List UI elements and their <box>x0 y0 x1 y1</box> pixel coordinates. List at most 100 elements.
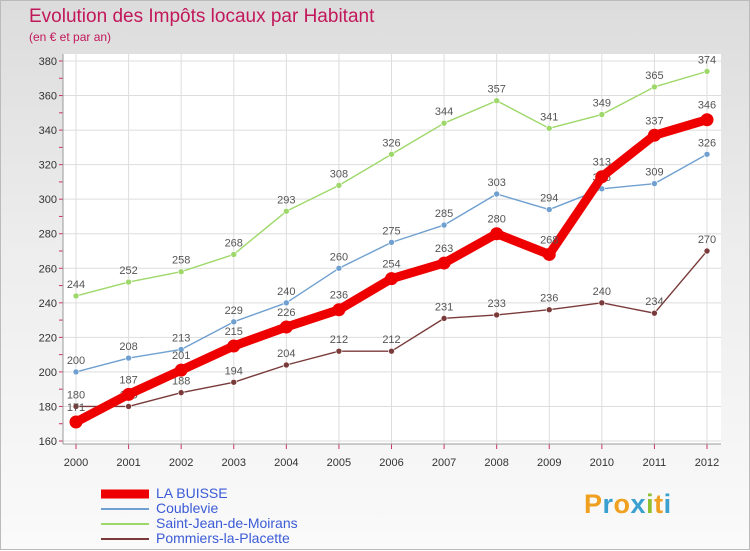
data-point-pommiers-la-placette <box>335 347 343 355</box>
data-label-pommiers-la-placette: 231 <box>435 301 453 313</box>
data-point-coublevie <box>493 190 500 198</box>
data-label-la-buisse: 268 <box>540 234 558 246</box>
data-label-coublevie: 303 <box>487 177 505 189</box>
y-tick-label: 200 <box>39 367 57 379</box>
x-tick-label: 2003 <box>222 457 246 469</box>
legend-swatch <box>101 537 149 540</box>
data-label-saint-jean-de-moirans: 268 <box>225 237 243 249</box>
data-point-saint-jean-de-moirans <box>125 278 132 286</box>
data-label-pommiers-la-placette: 234 <box>645 296 663 308</box>
data-label-la-buisse: 263 <box>435 243 453 255</box>
data-label-coublevie: 285 <box>435 208 453 220</box>
data-label-pommiers-la-placette: 212 <box>330 334 348 346</box>
data-point-saint-jean-de-moirans <box>388 150 395 158</box>
data-point-pommiers-la-placette <box>545 306 553 314</box>
data-label-pommiers-la-placette: 270 <box>698 234 716 246</box>
data-label-pommiers-la-placette: 240 <box>593 286 611 298</box>
data-point-coublevie <box>125 354 132 362</box>
data-point-pommiers-la-placette <box>703 247 711 255</box>
y-tick-label: 300 <box>39 194 57 206</box>
data-point-coublevie <box>703 150 711 158</box>
data-label-la-buisse: 337 <box>645 115 663 127</box>
data-point-saint-jean-de-moirans <box>598 111 606 118</box>
data-label-saint-jean-de-moirans: 244 <box>67 279 85 291</box>
data-label-pommiers-la-placette: 236 <box>540 293 558 305</box>
y-tick-label: 380 <box>39 56 57 68</box>
legend-swatch <box>101 522 149 525</box>
data-label-saint-jean-de-moirans: 252 <box>119 265 137 277</box>
x-tick-label: 2005 <box>327 457 351 469</box>
x-tick-label: 2006 <box>379 457 403 469</box>
data-point-saint-jean-de-moirans <box>283 207 290 215</box>
data-label-coublevie: 200 <box>67 355 85 367</box>
data-point-la-buisse <box>69 415 83 429</box>
chart-title: Evolution des Impôts locaux par Habitant <box>29 6 375 27</box>
data-label-coublevie: 213 <box>172 332 190 344</box>
y-tick-label: 320 <box>39 160 57 172</box>
legend-label: LA BUISSE <box>156 485 228 501</box>
data-point-coublevie <box>230 318 238 326</box>
proxiti-logo: Proxiti <box>584 489 672 520</box>
data-label-coublevie: 326 <box>698 137 716 149</box>
y-tick-label: 240 <box>39 298 57 310</box>
x-tick-label: 2007 <box>432 457 456 469</box>
data-point-la-buisse <box>647 128 661 142</box>
legend-label: Pommiers-la-Placette <box>156 530 290 546</box>
x-tick-label: 2004 <box>274 457 298 469</box>
x-tick-label: 2001 <box>116 457 140 469</box>
data-label-pommiers-la-placette: 188 <box>172 376 190 388</box>
data-point-coublevie <box>651 180 658 187</box>
data-point-la-buisse <box>542 247 556 261</box>
data-point-la-buisse <box>490 227 504 241</box>
data-label-coublevie: 294 <box>540 193 558 205</box>
legend-swatch <box>101 507 149 510</box>
data-point-saint-jean-de-moirans <box>493 97 500 105</box>
logo-letter: x <box>630 489 647 519</box>
data-label-pommiers-la-placette: 233 <box>487 298 505 310</box>
data-label-la-buisse: 201 <box>172 350 190 362</box>
data-label-saint-jean-de-moirans: 341 <box>540 111 558 123</box>
data-point-la-buisse <box>385 272 398 286</box>
data-label-la-buisse: 171 <box>67 402 85 414</box>
logo-letter: t <box>654 489 664 519</box>
data-point-la-buisse <box>437 256 451 270</box>
data-label-saint-jean-de-moirans: 308 <box>330 168 348 180</box>
data-label-la-buisse: 346 <box>698 100 716 112</box>
data-point-coublevie <box>388 239 395 246</box>
data-label-pommiers-la-placette: 194 <box>225 365 243 377</box>
x-tick-label: 2010 <box>590 457 614 469</box>
logo-letter: r <box>602 489 614 519</box>
data-label-la-buisse: 280 <box>487 214 505 226</box>
y-tick-label: 160 <box>39 436 57 448</box>
data-point-la-buisse <box>174 363 188 377</box>
data-point-coublevie <box>177 346 185 353</box>
data-point-coublevie <box>545 206 553 213</box>
data-label-coublevie: 275 <box>382 225 400 237</box>
data-point-saint-jean-de-moirans <box>230 251 238 258</box>
data-label-la-buisse: 226 <box>277 307 295 319</box>
data-point-saint-jean-de-moirans <box>177 268 185 276</box>
y-tick-label: 260 <box>39 263 57 275</box>
data-point-pommiers-la-placette <box>283 361 290 369</box>
data-point-la-buisse <box>595 170 609 184</box>
data-point-pommiers-la-placette <box>440 315 448 322</box>
data-label-saint-jean-de-moirans: 349 <box>593 98 611 110</box>
data-label-pommiers-la-placette: 204 <box>277 348 295 360</box>
y-tick-label: 340 <box>39 125 57 137</box>
data-label-saint-jean-de-moirans: 258 <box>172 255 190 267</box>
data-label-la-buisse: 313 <box>593 157 611 169</box>
logo-letter: i <box>646 489 655 519</box>
data-label-pommiers-la-placette: 180 <box>67 389 85 401</box>
data-point-pommiers-la-placette <box>72 403 80 410</box>
data-point-pommiers-la-placette <box>598 299 606 307</box>
data-point-pommiers-la-placette <box>125 403 132 410</box>
data-point-saint-jean-de-moirans <box>335 182 343 189</box>
data-point-pommiers-la-placette <box>388 347 395 355</box>
data-label-coublevie: 309 <box>645 167 663 179</box>
data-point-pommiers-la-placette <box>651 309 658 317</box>
data-point-pommiers-la-placette <box>177 389 185 396</box>
x-tick-label: 2009 <box>537 457 561 469</box>
y-tick-label: 280 <box>39 229 57 241</box>
data-point-la-buisse <box>279 320 293 334</box>
